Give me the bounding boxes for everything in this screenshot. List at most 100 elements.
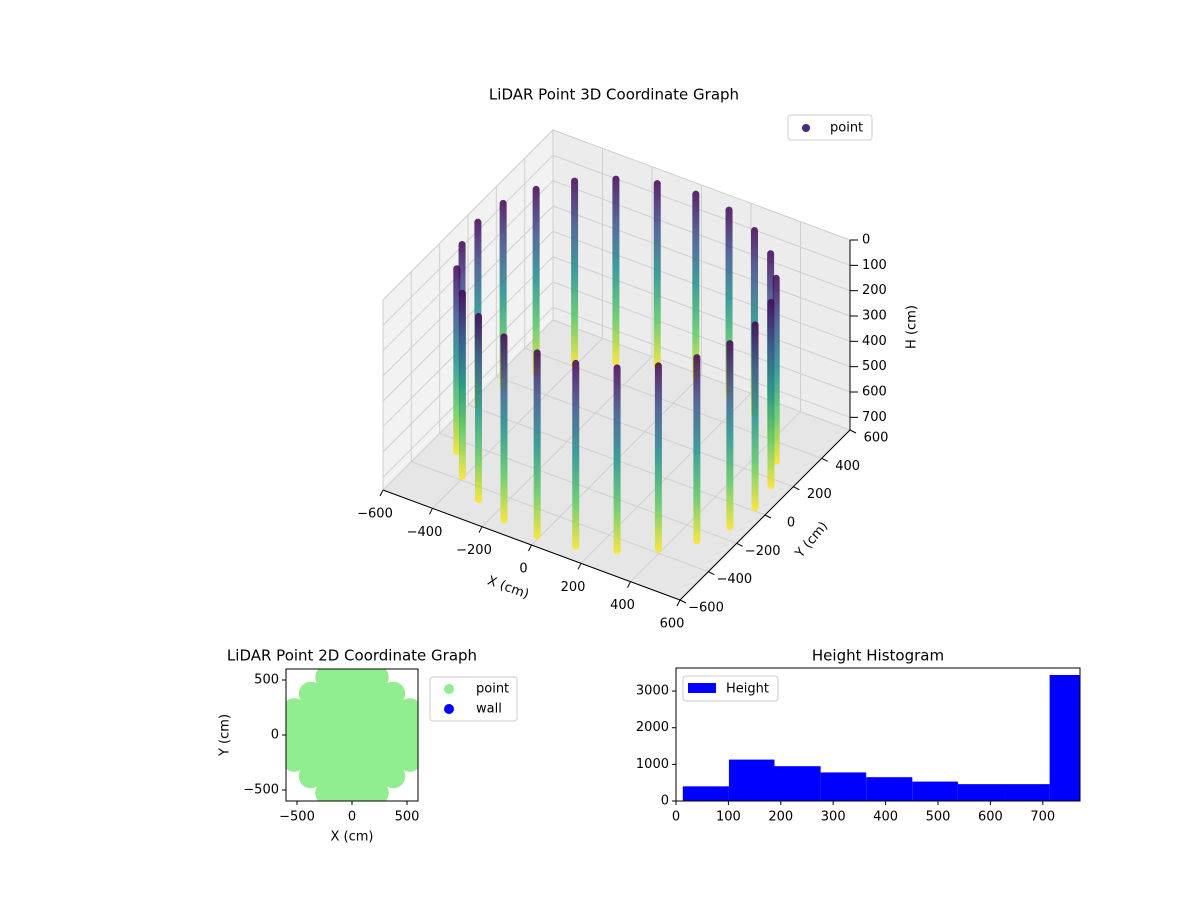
point-column xyxy=(726,340,734,531)
grid-line xyxy=(382,306,851,478)
point xyxy=(315,764,340,789)
z-tick-label: 500 xyxy=(862,359,887,374)
y-tick-label: 200 xyxy=(807,487,832,502)
point-column xyxy=(653,180,661,371)
y-axis-label: Y (cm) xyxy=(792,519,831,562)
bar xyxy=(728,759,775,801)
point-column xyxy=(532,185,540,376)
y-tick-label: 0 xyxy=(661,794,669,809)
point xyxy=(298,731,323,756)
y-tick-label: −200 xyxy=(745,544,781,559)
tick-mark xyxy=(528,544,532,552)
axis-line xyxy=(679,429,851,601)
x-tick-label: 300 xyxy=(821,810,846,825)
x-axis-label: X (cm) xyxy=(485,574,531,603)
x-tick-label: 100 xyxy=(716,810,741,825)
point-column xyxy=(571,177,579,368)
point xyxy=(331,681,356,706)
point xyxy=(298,681,323,706)
plot-area xyxy=(286,669,418,801)
grid-line xyxy=(382,154,851,326)
tick-mark xyxy=(708,571,715,576)
bar xyxy=(774,766,821,801)
chart-title: LiDAR Point 3D Coordinate Graph xyxy=(489,86,739,104)
legend-label: Height xyxy=(726,682,769,697)
point-column xyxy=(572,359,580,550)
point-column xyxy=(453,265,461,456)
point xyxy=(348,747,373,772)
chart-title: LiDAR Point 2D Coordinate Graph xyxy=(227,647,477,665)
point xyxy=(348,764,373,789)
point-column xyxy=(767,299,775,490)
x-tick-label: 600 xyxy=(978,810,1003,825)
point-column xyxy=(693,354,701,545)
y-tick-label: 400 xyxy=(835,459,860,474)
tick-mark xyxy=(793,486,800,491)
chart-title: Height Histogram xyxy=(812,647,944,665)
legend-swatch xyxy=(688,683,716,693)
point xyxy=(397,747,418,772)
x-tick-label: 500 xyxy=(395,810,420,825)
point xyxy=(381,731,406,756)
legend-marker xyxy=(802,124,810,132)
point xyxy=(381,714,406,739)
y-tick-label: 0 xyxy=(271,728,279,743)
point xyxy=(348,698,373,723)
x-tick-label: 600 xyxy=(660,617,685,632)
legend-label: point xyxy=(476,682,509,697)
y-tick-label: −400 xyxy=(716,572,752,587)
point xyxy=(348,731,373,756)
point-column xyxy=(458,289,466,480)
point xyxy=(315,681,340,706)
z-tick-label: 300 xyxy=(862,309,887,324)
x-tick-label: 200 xyxy=(768,810,793,825)
legend-box xyxy=(682,675,779,702)
tick-mark xyxy=(429,508,433,515)
axis-line xyxy=(382,489,681,601)
y-tick-label: 600 xyxy=(864,431,889,446)
grid-line xyxy=(382,205,851,377)
grid-line xyxy=(467,215,766,516)
point xyxy=(364,714,389,739)
point xyxy=(298,747,323,772)
legend-label: wall xyxy=(476,702,502,717)
point-column xyxy=(613,364,621,555)
point xyxy=(381,681,406,706)
point xyxy=(381,764,406,789)
x-tick-label: 400 xyxy=(610,598,635,613)
tick-mark xyxy=(821,457,828,462)
grid-line xyxy=(524,158,822,459)
z-tick-label: 200 xyxy=(862,283,887,298)
point xyxy=(348,681,373,706)
bar xyxy=(957,784,1005,801)
x-tick-label: −500 xyxy=(279,810,315,825)
z-tick-label: 400 xyxy=(862,334,887,349)
point-column xyxy=(692,190,700,381)
point xyxy=(381,747,406,772)
bar xyxy=(912,781,958,801)
axes-frame xyxy=(675,667,1081,802)
tick-mark xyxy=(676,599,681,607)
y-tick-label: 2000 xyxy=(636,720,669,735)
x-tick-label: −200 xyxy=(456,543,492,558)
y-tick-label: 1000 xyxy=(636,757,669,772)
x-tick-label: 200 xyxy=(561,580,586,595)
point xyxy=(364,747,389,772)
z-tick-label: 100 xyxy=(862,258,887,273)
x-tick-label: −400 xyxy=(407,525,443,540)
tick-mark xyxy=(379,489,384,497)
grid-line xyxy=(382,256,851,428)
bar xyxy=(866,777,913,801)
legend-label: point xyxy=(830,121,863,136)
grid-line xyxy=(382,281,851,453)
point xyxy=(298,764,323,789)
x-tick-label: −600 xyxy=(357,507,393,522)
point xyxy=(364,780,389,801)
point xyxy=(381,698,406,723)
tick-mark xyxy=(764,514,772,519)
tick-mark xyxy=(577,563,582,570)
tick-mark xyxy=(736,542,743,547)
x-tick-label: 0 xyxy=(519,562,527,577)
point-column xyxy=(772,274,780,465)
tick-mark xyxy=(679,599,687,604)
